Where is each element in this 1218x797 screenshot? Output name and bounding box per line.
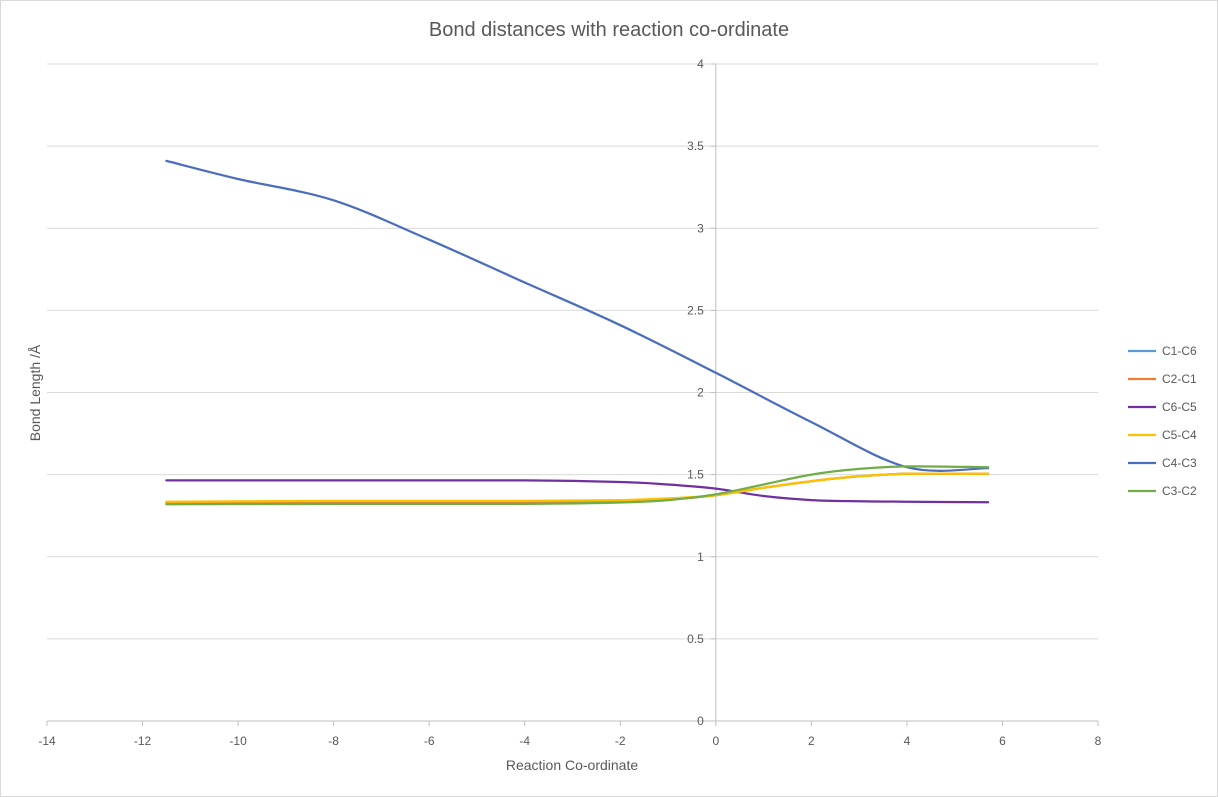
- legend-label-c5-c4: C5-C4: [1162, 428, 1197, 442]
- y-tick-label: 3.5: [687, 139, 704, 153]
- legend-label-c2-c1: C2-C1: [1162, 372, 1197, 386]
- gridlines: [47, 63, 1098, 722]
- y-tick-label: 4: [697, 57, 704, 71]
- series-line-c6-c5: [165, 479, 990, 504]
- series-line-c4-c3: [165, 159, 990, 472]
- x-tick-labels: -14 -12 -10 -8 -6 -4 -2 0 2 4 6 8: [38, 734, 1101, 748]
- y-tick-label: 3: [697, 221, 704, 235]
- legend: C1-C6 C2-C1 C6-C5 C5-C4 C4-C3 C3-C2: [1128, 344, 1197, 498]
- y-axis-label: Bond Length /Å: [27, 344, 43, 441]
- y-tick-label: 1: [697, 550, 704, 564]
- x-tick-label: -4: [519, 734, 530, 748]
- x-tick-label: 0: [712, 734, 719, 748]
- x-tick-label: 2: [808, 734, 815, 748]
- y-tick-labels: 0 0.5 1 1.5 2 2.5 3 3.5 4: [687, 57, 704, 728]
- legend-label-c3-c2: C3-C2: [1162, 484, 1197, 498]
- legend-label-c1-c6: C1-C6: [1162, 344, 1197, 358]
- x-tick-label: -6: [424, 734, 435, 748]
- x-tick-label: 4: [904, 734, 911, 748]
- series-line-c2-c1: [165, 472, 990, 504]
- axes: [46, 63, 1099, 726]
- x-tick-label: -14: [38, 734, 56, 748]
- x-tick-label: -2: [615, 734, 626, 748]
- series-line-c1-c6: [165, 472, 990, 504]
- series-lines: [165, 159, 990, 506]
- series-line-c3-c2: [165, 465, 990, 506]
- y-tick-label: 1.5: [687, 468, 704, 482]
- x-tick-label: 8: [1095, 734, 1102, 748]
- x-tick-label: -12: [134, 734, 152, 748]
- y-tick-label: 2.5: [687, 303, 704, 317]
- y-tick-label: 0: [697, 714, 704, 728]
- x-tick-label: 6: [999, 734, 1006, 748]
- y-tick-label: 2: [697, 386, 704, 400]
- chart-title: Bond distances with reaction co-ordinate: [429, 19, 789, 41]
- y-tick-label: 0.5: [687, 632, 704, 646]
- legend-label-c4-c3: C4-C3: [1162, 456, 1197, 470]
- legend-label-c6-c5: C6-C5: [1162, 400, 1197, 414]
- x-axis-label: Reaction Co-ordinate: [506, 757, 639, 773]
- x-tick-label: -8: [328, 734, 339, 748]
- series-line-c5-c4: [165, 472, 990, 503]
- x-tick-label: -10: [229, 734, 247, 748]
